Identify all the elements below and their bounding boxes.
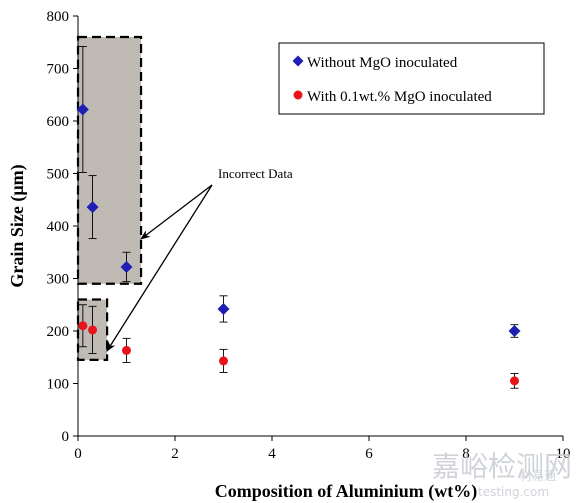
data-point-without-mgo (508, 325, 521, 337)
annotation-arrow-upper (140, 184, 213, 240)
data-point-without-mgo (86, 201, 99, 214)
watermark-url: testing.com (478, 485, 549, 499)
data-point-with-mgo (78, 321, 88, 331)
highlight-box-0 (76, 35, 143, 285)
x-tick-label: 10 (556, 446, 571, 462)
y-tick-label: 700 (47, 62, 70, 78)
y-tick-label: 0 (62, 429, 70, 445)
y-tick-label: 100 (47, 377, 70, 393)
legend-label-without-mgo: Without MgO inoculated (307, 55, 458, 71)
data-point-without-mgo (217, 302, 230, 315)
data-point-without-mgo (76, 103, 89, 116)
tick-labels: 0 100 200 300 400 500 600 700 800 0 2 4 6 8 10 (47, 9, 571, 462)
legend-label-with-mgo: With 0.1wt.% MgO inoculated (307, 89, 492, 105)
legend: Without MgO inoculated With 0.1wt.% MgO … (278, 42, 545, 115)
data-point-with-mgo (122, 345, 131, 355)
y-tick-label: 400 (47, 219, 70, 235)
x-tick-label: 6 (365, 446, 373, 462)
x-tick-label: 4 (268, 446, 276, 462)
annotation-incorrect-data: Incorrect Data (218, 166, 293, 181)
x-tick-label: 8 (462, 446, 470, 462)
legend-marker-without-mgo (292, 55, 304, 67)
data-point-with-mgo (510, 376, 519, 386)
watermark-sub: 材易通 (520, 469, 556, 483)
x-axis-title: Composition of Aluminium (wt%) (215, 481, 478, 502)
annotation-arrow-lower (106, 184, 213, 352)
data-point-with-mgo (219, 356, 228, 366)
x-tick-label: 0 (74, 446, 82, 462)
y-axis-title: Grain Size (µm) (7, 164, 28, 287)
x-tick-label: 2 (171, 446, 179, 462)
legend-box (278, 42, 545, 115)
data-point-without-mgo (120, 260, 133, 273)
y-tick-label: 800 (47, 9, 70, 25)
watermark: 嘉峪检测网 testing.com 材易通 (432, 450, 572, 499)
watermark-main: 嘉峪检测网 (432, 450, 572, 483)
data-points (76, 103, 521, 386)
legend-marker-with-mgo (293, 90, 303, 100)
data-point-with-mgo (88, 325, 98, 335)
y-tick-label: 600 (47, 114, 70, 130)
y-tick-label: 500 (47, 167, 70, 183)
annotation: Incorrect Data (106, 166, 293, 352)
y-tick-label: 200 (47, 324, 70, 340)
y-tick-label: 300 (47, 272, 70, 288)
axes (73, 15, 564, 441)
